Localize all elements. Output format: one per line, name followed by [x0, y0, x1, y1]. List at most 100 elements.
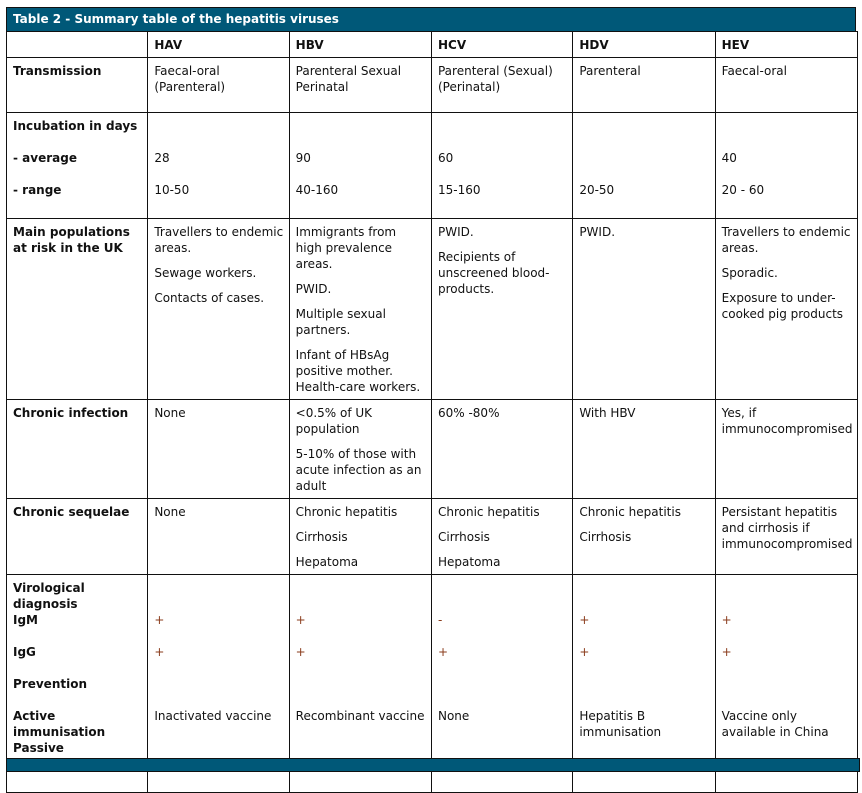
cell-text: PWID. [579, 225, 616, 239]
cell-text: Chronic hepatitis [437, 505, 540, 519]
cell-text: Recombinant vaccine [295, 709, 425, 723]
cell-text: + [154, 645, 165, 659]
cell-text: None [437, 709, 470, 723]
table-cell: -+NoneNone [430, 574, 574, 793]
label-line: IgM [13, 613, 38, 627]
label-line: Prevention [13, 677, 87, 691]
table-cell: Persistant hepatitis and cirrhosis if im… [714, 498, 859, 575]
cell-text: Sewage workers. [154, 266, 257, 280]
cell-text: Contacts of cases. [154, 291, 265, 305]
cell-text: + [154, 613, 165, 627]
table-cell: 90 40-160 [288, 112, 432, 219]
column-header: HCV [430, 31, 574, 58]
table-cell: 40 20 - 60 [714, 112, 859, 219]
cell-text: Hepatoma [295, 555, 359, 569]
cell-text: 5-10% of those with acute infection as a… [295, 447, 422, 493]
cell-text: 15-160 [437, 183, 481, 197]
cell-text [579, 118, 709, 150]
table-row: Incubation in days - average - range 28 10-5… [5, 112, 859, 219]
cell-text: 90 [295, 151, 311, 165]
summary-table-container: Table 2 - Summary table of the hepatitis… [5, 7, 859, 793]
table-cell: Parenteral [572, 57, 716, 113]
table-cell: <0.5% of UK population 5-10% of those wit… [288, 399, 432, 499]
table-cell: ++Inactivated vaccineHNIG [147, 574, 290, 793]
cell-text: Chronic hepatitis [579, 505, 681, 519]
cell-text: + [721, 645, 732, 659]
cell-text: Cirrhosis [437, 530, 490, 544]
cell-text: 40-160 [295, 183, 339, 197]
label-line: - average [13, 151, 77, 165]
cell-text: + [579, 613, 590, 627]
cell-text: Chronic hepatitis [295, 505, 398, 519]
row-label: Main populations at risk in the UK [5, 218, 149, 400]
label-line: Chronic infection [13, 406, 129, 420]
table-cell: 60% -80% [430, 399, 574, 499]
cell-text: Parenteral Sexual Perinatal [295, 64, 402, 94]
column-header: HBV [288, 31, 432, 58]
label-line: Virological diagnosis [13, 581, 85, 611]
cell-text: Inactivated vaccine [154, 709, 272, 723]
cell-text [579, 676, 709, 708]
table-row: Transmission Faecal-oral (Parenteral) Pare… [5, 57, 859, 113]
cell-text: Parenteral [579, 64, 641, 78]
table-cell: Chronic hepatitis Cirrhosis Hepatoma [430, 498, 574, 575]
cell-text: + [295, 613, 306, 627]
cell-text: Travellers to endemic areas. [721, 225, 851, 255]
cell-text [579, 580, 709, 612]
cell-text: Cirrhosis [295, 530, 348, 544]
label-line: IgG [13, 645, 36, 659]
table-cell: ++Vaccine only available in ChinaNone [714, 574, 859, 793]
cell-text: Multiple sexual partners. [295, 307, 386, 337]
label-line: Chronic sequelae [13, 505, 130, 519]
cell-text: Persistant hepatitis and cirrhosis if im… [721, 505, 853, 551]
table-row: Chronic sequelae None Chronic hepatitis Cir… [5, 498, 859, 575]
cell-text [579, 150, 709, 182]
cell-text: + [721, 613, 732, 627]
label-line: Active immunisation [13, 709, 106, 739]
cell-text: Parenteral (Sexual) (Perinatal) [437, 64, 553, 94]
cell-text: PWID. [437, 225, 474, 239]
table-cell: ++Recombinant vaccineHBIG [288, 574, 432, 793]
cell-text: Vaccine only available in China [721, 709, 829, 739]
cell-text [154, 676, 283, 708]
cell-text: 20-50 [579, 183, 615, 197]
cell-text: Faecal-oral (Parenteral) [154, 64, 226, 94]
cell-text: None [154, 406, 186, 420]
cell-text: PWID. [295, 282, 332, 296]
table-cell: PWID. [572, 218, 716, 400]
footer-bar [6, 758, 860, 772]
cell-text [154, 118, 283, 150]
table-title: Table 2 - Summary table of the hepatitis… [6, 7, 856, 31]
table-cell: Parenteral (Sexual) (Perinatal) [430, 57, 574, 113]
table-cell: Immigrants from high prevalence areas. PW… [288, 218, 432, 400]
table-cell: Faecal-oral [714, 57, 859, 113]
cell-text: Yes, if immunocompromised [721, 406, 853, 436]
cell-text [722, 676, 852, 708]
table-cell: None [147, 399, 290, 499]
table-row: Virological diagnosis IgM IgG Prevention Act… [5, 574, 859, 793]
cell-text: Faecal-oral [721, 64, 787, 78]
column-header [5, 31, 149, 58]
cell-text: Recipients of unscreened blood-products. [437, 250, 550, 296]
cell-text: Sporadic. [721, 266, 778, 280]
cell-text: 60% -80% [437, 406, 500, 420]
table-cell: Travellers to endemic areas. Sewage worke… [147, 218, 290, 400]
cell-text: - [437, 613, 443, 627]
column-header-row: HAV HBV HCV HDV HEV [5, 31, 859, 58]
cell-text: 60 [437, 151, 454, 165]
cell-text: 10-50 [154, 183, 190, 197]
cell-text [438, 118, 567, 150]
table-cell: Parenteral Sexual Perinatal [288, 57, 432, 113]
cell-text: None [154, 505, 186, 519]
cell-text: With HBV [579, 406, 636, 420]
column-header: HAV [147, 31, 290, 58]
row-label: Virological diagnosis IgM IgG Prevention Act… [5, 574, 149, 793]
row-label: Incubation in days - average - range [5, 112, 149, 219]
table-cell: PWID. Recipients of unscreened blood-prod… [430, 218, 574, 400]
cell-text: Infant of HBsAg positive mother. Health-… [295, 348, 421, 394]
table-cell: 28 10-50 [147, 112, 290, 219]
cell-text: Travellers to endemic areas. [154, 225, 284, 255]
table-cell: Chronic hepatitis Cirrhosis [572, 498, 716, 575]
cell-text: Hepatoma [437, 555, 501, 569]
row-label: Transmission [5, 57, 149, 113]
